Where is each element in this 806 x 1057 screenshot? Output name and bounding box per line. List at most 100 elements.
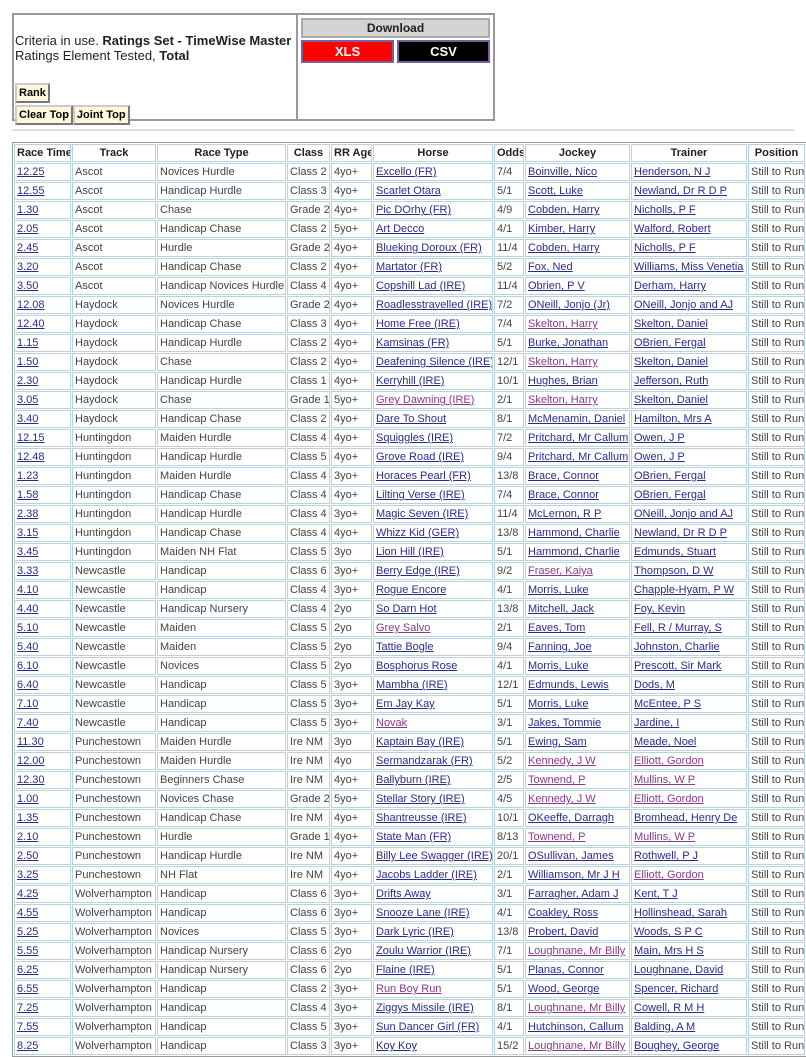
race-time-link[interactable]: 7.10 <box>17 698 39 710</box>
trainer-link[interactable]: OBrien, Fergal <box>634 337 706 349</box>
race-time-link[interactable]: 2.38 <box>17 508 39 520</box>
race-time-link[interactable]: 3.45 <box>17 546 39 558</box>
race-time-link[interactable]: 3.50 <box>17 280 39 292</box>
race-time-link[interactable]: 3.40 <box>17 413 39 425</box>
trainer-link[interactable]: Elliott, Gordon <box>634 869 704 881</box>
race-time-link[interactable]: 4.10 <box>17 584 39 596</box>
horse-link[interactable]: Magic Seven (IRE) <box>376 508 469 520</box>
jockey-link[interactable]: Obrien, P V <box>528 280 585 292</box>
race-time-link[interactable]: 3.25 <box>17 869 39 881</box>
jockey-link[interactable]: Skelton, Harry <box>528 394 598 406</box>
jockey-link[interactable]: Eaves, Tom <box>528 622 586 634</box>
trainer-link[interactable]: Elliott, Gordon <box>634 755 704 767</box>
race-time-link[interactable]: 3.15 <box>17 527 39 539</box>
race-time-link[interactable]: 1.58 <box>17 489 39 501</box>
race-time-link[interactable]: 5.55 <box>17 945 39 957</box>
horse-link[interactable]: Scarlet Otara <box>376 185 441 197</box>
horse-link[interactable]: Koy Koy <box>376 1040 417 1052</box>
jockey-link[interactable]: Edmunds, Lewis <box>528 679 609 691</box>
trainer-link[interactable]: Walford, Robert <box>634 223 711 235</box>
jockey-link[interactable]: Brace, Connor <box>528 470 599 482</box>
trainer-link[interactable]: Nicholls, P F <box>634 204 696 216</box>
race-time-link[interactable]: 11.30 <box>17 736 44 748</box>
clear-top-button[interactable]: Clear Top <box>15 105 73 125</box>
horse-link[interactable]: Run Boy Run <box>376 983 442 995</box>
race-time-link[interactable]: 1.00 <box>17 793 39 805</box>
horse-link[interactable]: Ziggys Missile (IRE) <box>376 1002 474 1014</box>
jockey-link[interactable]: Ewing, Sam <box>528 736 587 748</box>
trainer-link[interactable]: Foy, Kevin <box>634 603 686 615</box>
jockey-link[interactable]: Morris, Luke <box>528 660 589 672</box>
jockey-link[interactable]: Fraser, Kaiya <box>528 565 593 577</box>
race-time-link[interactable]: 3.33 <box>17 565 39 577</box>
horse-link[interactable]: Pic DOrhy (FR) <box>376 204 452 216</box>
jockey-link[interactable]: Loughnane, Mr Billy <box>528 1002 626 1014</box>
jockey-link[interactable]: McLernon, R P <box>528 508 602 520</box>
horse-link[interactable]: State Man (FR) <box>376 831 452 843</box>
trainer-link[interactable]: Chapple-Hyam, P W <box>634 584 735 596</box>
horse-link[interactable]: Grove Road (IRE) <box>376 451 465 463</box>
xls-download-button[interactable]: XLS <box>301 40 394 63</box>
trainer-link[interactable]: Prescott, Sir Mark <box>634 660 722 672</box>
trainer-link[interactable]: Fell, R / Murray, S <box>634 622 722 634</box>
jockey-link[interactable]: Cobden, Harry <box>528 204 600 216</box>
horse-link[interactable]: Drifts Away <box>376 888 431 900</box>
trainer-link[interactable]: Williams, Miss Venetia <box>634 261 744 273</box>
horse-link[interactable]: Art Decco <box>376 223 425 235</box>
race-time-link[interactable]: 1.30 <box>17 204 39 216</box>
jockey-link[interactable]: Pritchard, Mr Callum <box>528 432 629 444</box>
horse-link[interactable]: Berry Edge (IRE) <box>376 565 460 577</box>
horse-link[interactable]: Sermandzarak (FR) <box>376 755 473 767</box>
trainer-link[interactable]: Boughey, George <box>634 1040 720 1052</box>
jockey-link[interactable]: Brace, Connor <box>528 489 599 501</box>
race-time-link[interactable]: 12.55 <box>17 185 45 197</box>
race-time-link[interactable]: 12.30 <box>17 774 45 786</box>
horse-link[interactable]: Blueking Doroux (FR) <box>376 242 482 254</box>
horse-link[interactable]: Novak <box>376 717 408 729</box>
trainer-link[interactable]: Owen, J P <box>634 432 685 444</box>
trainer-link[interactable]: Henderson, N J <box>634 166 711 178</box>
horse-link[interactable]: Grey Dawning (IRE) <box>376 394 475 406</box>
jockey-link[interactable]: Farragher, Adam J <box>528 888 619 900</box>
horse-link[interactable]: Grey Salvo <box>376 622 431 634</box>
trainer-link[interactable]: Bromhead, Henry De <box>634 812 738 824</box>
trainer-link[interactable]: Rothwell, P J <box>634 850 698 862</box>
csv-download-button[interactable]: CSV <box>397 40 490 63</box>
race-time-link[interactable]: 1.35 <box>17 812 39 824</box>
horse-link[interactable]: Shantreusse (IRE) <box>376 812 467 824</box>
joint-top-button[interactable]: Joint Top <box>72 105 130 125</box>
horse-link[interactable]: Dark Lyric (IRE) <box>376 926 454 938</box>
jockey-link[interactable]: Planas, Connor <box>528 964 604 976</box>
horse-link[interactable]: Dare To Shout <box>376 413 447 425</box>
jockey-link[interactable]: Fox, Ned <box>528 261 573 273</box>
trainer-link[interactable]: ONeill, Jonjo and AJ <box>634 299 734 311</box>
horse-link[interactable]: Stellar Story (IRE) <box>376 793 465 805</box>
jockey-link[interactable]: Probert, David <box>528 926 599 938</box>
jockey-link[interactable]: Hughes, Brian <box>528 375 598 387</box>
horse-link[interactable]: Rogue Encore <box>376 584 447 596</box>
trainer-link[interactable]: Thompson, D W <box>634 565 714 577</box>
horse-link[interactable]: Roadlesstravelled (IRE) <box>376 299 493 311</box>
race-time-link[interactable]: 12.00 <box>17 755 45 767</box>
horse-link[interactable]: Tattie Bogle <box>376 641 434 653</box>
race-time-link[interactable]: 4.40 <box>17 603 39 615</box>
race-time-link[interactable]: 2.50 <box>17 850 39 862</box>
horse-link[interactable]: Ballyburn (IRE) <box>376 774 451 786</box>
horse-link[interactable]: Deafening Silence (IRE) <box>376 356 493 368</box>
trainer-link[interactable]: Kent, T J <box>634 888 678 900</box>
trainer-link[interactable]: McEntee, P S <box>634 698 702 710</box>
jockey-link[interactable]: Kennedy, J W <box>528 793 596 805</box>
horse-link[interactable]: Squiggles (IRE) <box>376 432 454 444</box>
trainer-link[interactable]: Jefferson, Ruth <box>634 375 709 387</box>
trainer-link[interactable]: OBrien, Fergal <box>634 489 706 501</box>
jockey-link[interactable]: Cobden, Harry <box>528 242 600 254</box>
trainer-link[interactable]: Mullins, W P <box>634 831 696 843</box>
race-time-link[interactable]: 2.05 <box>17 223 39 235</box>
horse-link[interactable]: Em Jay Kay <box>376 698 435 710</box>
race-time-link[interactable]: 6.10 <box>17 660 39 672</box>
race-time-link[interactable]: 4.55 <box>17 907 39 919</box>
race-time-link[interactable]: 12.15 <box>17 432 45 444</box>
jockey-link[interactable]: Townend, P <box>528 831 586 843</box>
trainer-link[interactable]: Elliott, Gordon <box>634 793 704 805</box>
race-time-link[interactable]: 6.25 <box>17 964 39 976</box>
